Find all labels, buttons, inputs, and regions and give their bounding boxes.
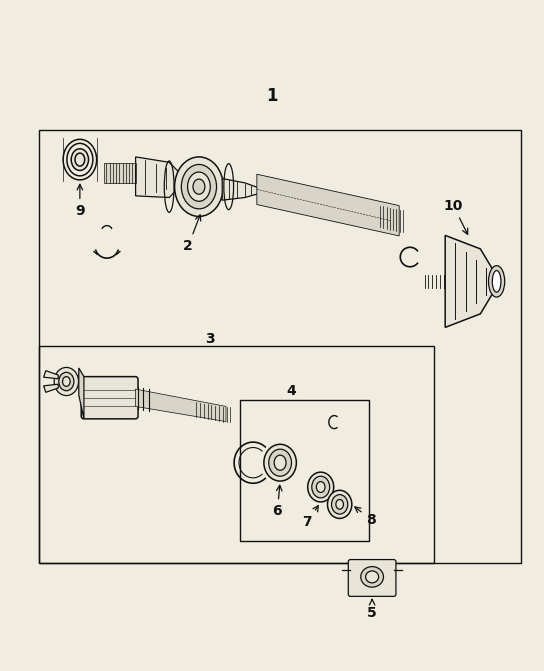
FancyBboxPatch shape [348,560,396,597]
Ellipse shape [274,455,286,470]
Text: 6: 6 [273,485,282,519]
Ellipse shape [63,376,70,386]
Polygon shape [135,389,226,421]
Ellipse shape [181,164,217,209]
Ellipse shape [361,566,384,587]
Ellipse shape [336,499,343,509]
Polygon shape [79,368,84,419]
Ellipse shape [71,149,89,170]
Bar [39,130,521,563]
Ellipse shape [188,172,211,201]
Ellipse shape [489,266,505,297]
Text: 1: 1 [266,87,278,105]
Ellipse shape [269,449,292,476]
Text: 2: 2 [183,215,201,253]
Text: 4: 4 [287,384,296,398]
Text: 5: 5 [367,599,377,620]
Ellipse shape [327,491,352,519]
Bar [39,346,434,563]
Ellipse shape [308,472,333,502]
Ellipse shape [312,476,330,498]
Polygon shape [44,384,58,393]
Polygon shape [44,370,58,379]
Text: 7: 7 [302,506,318,529]
Ellipse shape [175,157,223,217]
Ellipse shape [54,368,78,396]
FancyBboxPatch shape [81,376,138,419]
Ellipse shape [492,270,501,292]
Ellipse shape [193,179,205,194]
Text: 3: 3 [205,332,214,346]
Ellipse shape [331,495,348,514]
Text: 10: 10 [443,199,468,234]
Polygon shape [135,157,180,197]
Text: 9: 9 [75,185,85,218]
Ellipse shape [59,372,74,391]
Text: 8: 8 [355,507,376,527]
Ellipse shape [317,482,325,493]
Ellipse shape [264,444,296,481]
Ellipse shape [366,571,379,583]
Polygon shape [257,174,399,236]
Polygon shape [104,164,137,183]
Polygon shape [445,236,497,327]
Polygon shape [222,178,258,200]
Bar [239,401,369,541]
